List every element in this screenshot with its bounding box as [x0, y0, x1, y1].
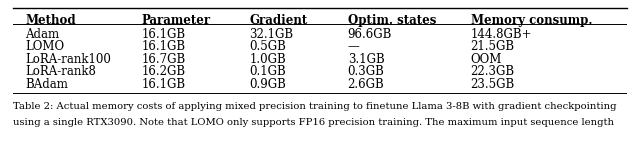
Text: 3.1GB: 3.1GB: [348, 53, 385, 66]
Text: 0.3GB: 0.3GB: [348, 65, 385, 78]
Text: 0.5GB: 0.5GB: [250, 40, 286, 53]
Text: LoRA-rank100: LoRA-rank100: [25, 53, 111, 66]
Text: Parameter: Parameter: [142, 14, 211, 28]
Text: Table 2: Actual memory costs of applying mixed precision training to finetune Ll: Table 2: Actual memory costs of applying…: [13, 102, 616, 111]
Text: 1.0GB: 1.0GB: [250, 53, 286, 66]
Text: OOM: OOM: [470, 53, 502, 66]
Text: 16.1GB: 16.1GB: [142, 40, 186, 53]
Text: Memory consump.: Memory consump.: [470, 14, 592, 28]
Text: 32.1GB: 32.1GB: [250, 28, 294, 41]
Text: 22.3GB: 22.3GB: [470, 65, 515, 78]
Text: 21.5GB: 21.5GB: [470, 40, 515, 53]
Text: Optim. states: Optim. states: [348, 14, 436, 28]
Text: 144.8GB+: 144.8GB+: [470, 28, 532, 41]
Text: —: —: [348, 40, 360, 53]
Text: 16.7GB: 16.7GB: [142, 53, 186, 66]
Text: 96.6GB: 96.6GB: [348, 28, 392, 41]
Text: 2.6GB: 2.6GB: [348, 78, 385, 91]
Text: 23.5GB: 23.5GB: [470, 78, 515, 91]
Text: 16.1GB: 16.1GB: [142, 28, 186, 41]
Text: LOMO: LOMO: [25, 40, 64, 53]
Text: Gradient: Gradient: [250, 14, 308, 28]
Text: 0.1GB: 0.1GB: [250, 65, 286, 78]
Text: 16.2GB: 16.2GB: [142, 65, 186, 78]
Text: using a single RTX3090. Note that LOMO only supports FP16 precision training. Th: using a single RTX3090. Note that LOMO o…: [13, 118, 614, 127]
Text: BAdam: BAdam: [25, 78, 68, 91]
Text: LoRA-rank8: LoRA-rank8: [25, 65, 96, 78]
Text: Adam: Adam: [25, 28, 60, 41]
Text: Method: Method: [25, 14, 76, 28]
Text: 16.1GB: 16.1GB: [142, 78, 186, 91]
Text: 0.9GB: 0.9GB: [250, 78, 286, 91]
